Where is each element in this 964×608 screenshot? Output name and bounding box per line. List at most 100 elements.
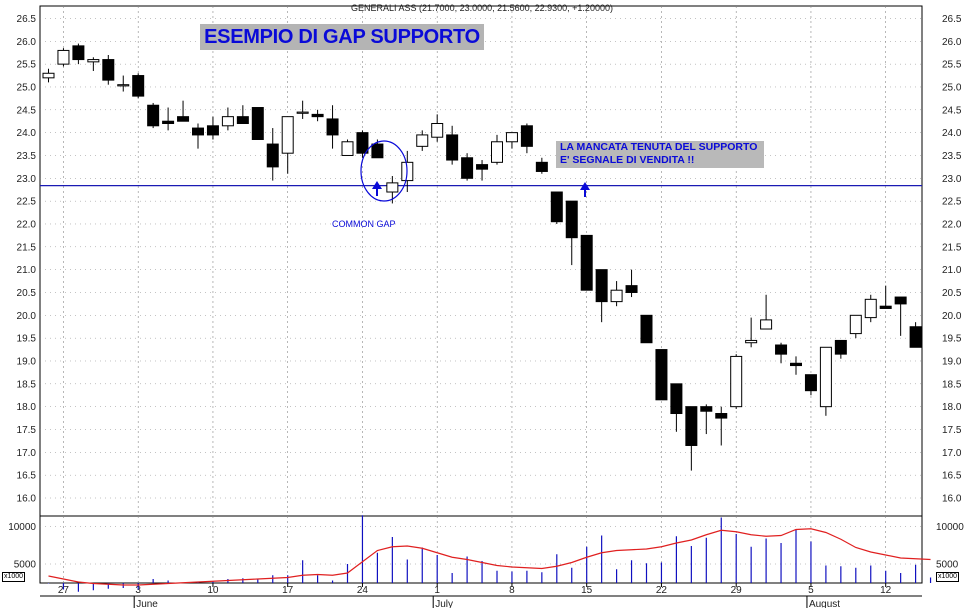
date-tick-label: 12 [880,585,892,596]
price-tick-right: 25.5 [942,60,962,71]
candle-body-up [87,59,100,63]
candle-body-down [147,104,160,127]
price-tick-right: 26.0 [942,37,962,48]
price-tick-right: 19.0 [942,356,962,367]
date-tick-label: 5 [808,585,814,596]
candle-body-down [670,383,683,415]
candle [595,269,608,323]
candle-body-down [132,75,145,97]
candle-body-down [775,344,788,355]
price-tick-left: 21.0 [17,265,37,276]
candle-body-down [655,349,668,401]
candle [849,314,862,339]
candle-body-up [431,123,444,138]
candle [655,349,668,401]
candle [206,116,219,140]
candle [625,269,638,298]
candle-body-up [864,298,877,319]
candle [819,346,832,416]
date-tick-label: 8 [509,585,515,596]
candle [730,354,743,409]
price-tick-left: 22.0 [17,219,37,230]
price-tick-right: 18.5 [942,379,962,390]
price-tick-right: 23.5 [942,151,962,162]
candle [102,55,115,85]
price-tick-right: 18.0 [942,402,962,413]
price-tick-left: 17.5 [17,425,37,436]
price-panel-frame [39,5,923,517]
support-annotation: LA MANCATA TENUTA DEL SUPPORTO E' SEGNAL… [556,141,764,168]
candle-body-down [266,143,279,168]
candle [535,157,548,174]
candle [864,294,877,323]
candle-body-up [610,289,623,303]
price-tick-left: 23.0 [17,174,37,185]
candle [87,57,100,71]
arrow-head [580,182,590,190]
candle-body-up [849,314,862,335]
gap-ellipse [360,140,408,202]
candle-body-up [296,111,309,114]
candle [879,285,892,309]
price-tick-right: 16.5 [942,471,962,482]
candle-body-up [117,84,130,87]
price-tick-right: 21.0 [942,265,962,276]
price-tick-right: 17.0 [942,448,962,459]
candle-body-down [625,285,638,293]
candle-body-down [72,45,85,61]
price-tick-left: 26.5 [17,14,37,25]
volume-tick-left: 10000 [8,522,36,533]
candle-body-down [371,143,384,159]
candle-body-up [745,339,758,344]
candle [431,114,444,142]
candle-body-up [730,355,743,408]
candle-body-down [326,118,339,136]
price-tick-left: 19.0 [17,356,37,367]
price-tick-left: 22.5 [17,197,37,208]
candle-body-down [640,314,653,344]
candle-body-down [894,296,907,305]
month-label: June [136,599,158,608]
candle [236,105,249,125]
date-tick-label: 22 [656,585,668,596]
price-tick-right: 20.0 [942,311,962,322]
candle [565,200,578,266]
price-tick-left: 18.0 [17,402,37,413]
candle [640,314,653,344]
candle-body-down [177,116,190,122]
candle [550,191,563,224]
volume-unit-left: x1000 [2,572,26,582]
candle-body-up [416,134,429,147]
candle [266,128,279,181]
date-tick-label: 27 [58,585,70,596]
candle [192,123,204,149]
candle-body-down [311,113,324,118]
price-tick-right: 23.0 [942,174,962,185]
candle [715,406,728,446]
volume-tick-left: 5000 [14,560,37,571]
volume-moving-average [48,528,931,586]
month-label: July [435,599,453,608]
candle [132,73,145,99]
price-tick-left: 26.0 [17,37,37,48]
candle-body-down [236,116,249,125]
candle-body-down [834,339,847,355]
price-tick-right: 24.0 [942,128,962,139]
candle [670,383,683,432]
candle [42,68,55,83]
candle-body-down [251,107,264,140]
volume-tick-right: 5000 [936,560,959,571]
candle-body-down [580,234,593,291]
candle-body-up [386,182,399,193]
candle [745,317,758,348]
price-tick-right: 24.5 [942,105,962,116]
candle-body-up [505,132,518,143]
price-tick-left: 20.0 [17,311,37,322]
candle [221,107,234,131]
candle [461,153,474,181]
date-tick-label: 10 [207,585,219,596]
candle [700,404,713,435]
candle-body-down [595,269,608,303]
price-tick-right: 22.0 [942,219,962,230]
